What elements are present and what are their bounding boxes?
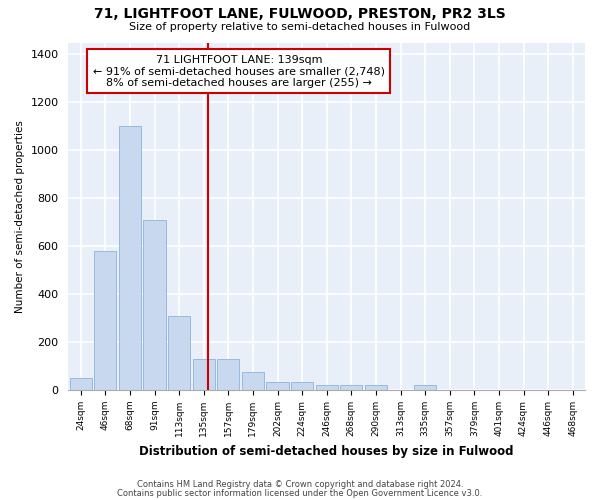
Bar: [414, 386, 436, 390]
Text: Size of property relative to semi-detached houses in Fulwood: Size of property relative to semi-detach…: [130, 22, 470, 32]
Bar: [266, 382, 289, 390]
Y-axis label: Number of semi-detached properties: Number of semi-detached properties: [15, 120, 25, 312]
Bar: [94, 251, 116, 390]
Bar: [340, 386, 362, 390]
Text: Contains HM Land Registry data © Crown copyright and database right 2024.: Contains HM Land Registry data © Crown c…: [137, 480, 463, 489]
Bar: [119, 126, 141, 390]
Bar: [291, 382, 313, 390]
Bar: [193, 359, 215, 390]
Text: 71 LIGHTFOOT LANE: 139sqm
← 91% of semi-detached houses are smaller (2,748)
8% o: 71 LIGHTFOOT LANE: 139sqm ← 91% of semi-…: [93, 54, 385, 88]
Text: 71, LIGHTFOOT LANE, FULWOOD, PRESTON, PR2 3LS: 71, LIGHTFOOT LANE, FULWOOD, PRESTON, PR…: [94, 8, 506, 22]
Bar: [242, 372, 264, 390]
Bar: [168, 316, 190, 390]
Bar: [217, 359, 239, 390]
Bar: [70, 378, 92, 390]
Bar: [316, 386, 338, 390]
Bar: [143, 220, 166, 390]
Bar: [365, 386, 387, 390]
Text: Contains public sector information licensed under the Open Government Licence v3: Contains public sector information licen…: [118, 488, 482, 498]
X-axis label: Distribution of semi-detached houses by size in Fulwood: Distribution of semi-detached houses by …: [139, 444, 514, 458]
